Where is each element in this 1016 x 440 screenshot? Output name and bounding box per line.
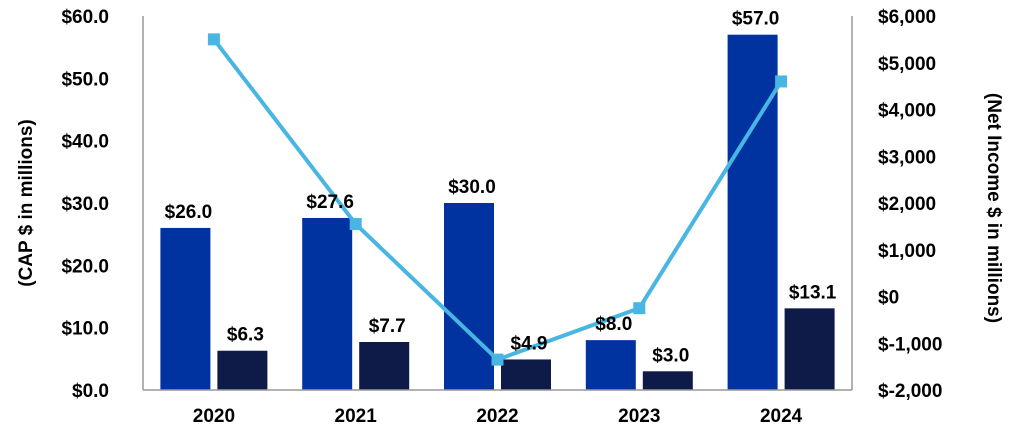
data-label-cap-peo--2022: $30.0: [448, 177, 496, 198]
data-label-cap-non-peo-average--2021: $7.7: [369, 316, 406, 337]
right-y-tick-4: $2,000: [878, 194, 936, 215]
axes-layer: [142, 16, 853, 391]
x-tick-2020: 2020: [193, 406, 235, 427]
net-income-point-2024: [775, 75, 788, 88]
left-y-tick-3: $30.0: [61, 194, 109, 215]
right-axis-title: (Net Income $ in millions): [983, 93, 1004, 323]
left-axis-title: (CAP $ in millions): [16, 119, 37, 287]
net-income-point-2023: [633, 302, 646, 315]
right-y-tick-0: $-2,000: [878, 381, 942, 402]
bar-cap-peo--2020: [160, 227, 211, 390]
data-label-cap-peo--2023: $8.0: [595, 314, 632, 335]
data-label-cap-non-peo-average--2023: $3.0: [652, 345, 689, 366]
x-tick-2022: 2022: [476, 406, 518, 427]
data-label-cap-peo--2020: $26.0: [165, 202, 213, 223]
bar-cap-peo--2021: [302, 217, 353, 390]
left-y-tick-2: $20.0: [61, 256, 109, 277]
right-y-tick-2: $0: [878, 288, 899, 309]
bar-cap-non-peo-average--2023: [642, 371, 693, 390]
bar-cap-non-peo-average--2022: [501, 359, 551, 390]
data-label-cap-non-peo-average--2024: $13.1: [789, 282, 837, 303]
right-y-tick-8: $6,000: [878, 7, 936, 28]
right-y-tick-6: $4,000: [878, 101, 936, 122]
left-y-tick-4: $40.0: [61, 132, 109, 153]
bar-cap-non-peo-average--2024: [784, 308, 835, 390]
bar-cap-peo--2022: [444, 203, 494, 390]
right-y-tick-3: $1,000: [878, 241, 936, 262]
bar-layer: [160, 34, 835, 390]
data-label-cap-peo--2021: $27.6: [306, 192, 354, 213]
bar-cap-peo--2024: [727, 34, 778, 390]
right-y-tick-5: $3,000: [878, 147, 936, 168]
x-tick-2021: 2021: [335, 406, 378, 427]
series-line-net-income: [212, 38, 783, 362]
data-label-cap-peo--2024: $57.0: [732, 9, 780, 30]
tick-layer: 2020 2021 2022 2023 2024$0.0$10.0$20.0$30.0$…: [61, 7, 942, 427]
right-y-tick-7: $5,000: [878, 54, 936, 75]
net-income-point-2020: [207, 33, 220, 46]
label-layer: $26.0 $6.3 $27.6 $7.7 $30.0 $4.9 $8.0 $3.0 $57.0…: [165, 9, 837, 367]
left-y-tick-5: $50.0: [61, 69, 109, 90]
bar-cap-non-peo-average--2020: [217, 350, 268, 390]
left-y-tick-1: $10.0: [61, 319, 109, 340]
right-y-tick-1: $-1,000: [878, 334, 942, 355]
bar-cap-non-peo-average--2021: [359, 342, 410, 390]
net-income-point-2022: [491, 353, 504, 366]
net-income-point-2021: [349, 218, 362, 231]
data-label-cap-non-peo-average--2022: $4.9: [511, 333, 548, 354]
left-y-tick-0: $0.0: [72, 381, 109, 402]
data-label-cap-non-peo-average--2020: $6.3: [227, 325, 264, 346]
bar-cap-peo--2023: [585, 340, 636, 390]
net-income-line-layer: [207, 33, 788, 366]
x-tick-2024: 2024: [760, 406, 803, 427]
x-tick-2023: 2023: [618, 406, 660, 427]
left-y-tick-6: $60.0: [61, 7, 109, 28]
